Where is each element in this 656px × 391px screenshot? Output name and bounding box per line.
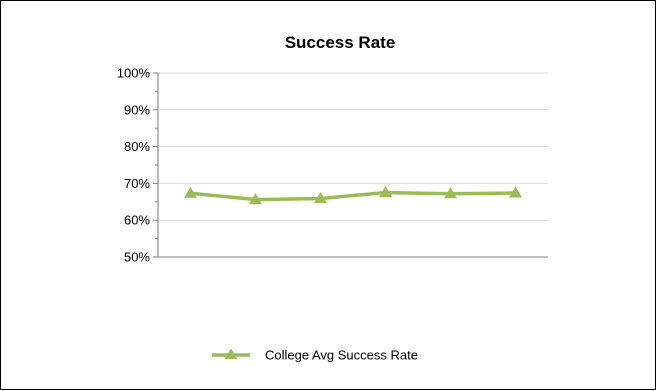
y-tick-label: 60% bbox=[124, 213, 150, 228]
series-layer bbox=[184, 186, 522, 205]
y-tick-label: 80% bbox=[124, 139, 150, 154]
y-tick-label: 100% bbox=[117, 66, 151, 81]
legend: College Avg Success Rate bbox=[212, 348, 418, 363]
data-point-marker bbox=[249, 193, 262, 205]
legend-triangle-marker bbox=[224, 348, 238, 359]
data-point-marker bbox=[314, 191, 327, 203]
axes bbox=[153, 72, 548, 258]
data-point-marker bbox=[509, 186, 522, 198]
data-point-marker bbox=[184, 186, 197, 198]
chart-title: Success Rate bbox=[285, 33, 396, 52]
y-tick-label: 90% bbox=[124, 102, 150, 117]
data-point-marker bbox=[379, 186, 392, 198]
y-tick-label: 70% bbox=[124, 176, 150, 191]
legend-label: College Avg Success Rate bbox=[265, 348, 418, 363]
y-tick-label: 50% bbox=[124, 250, 150, 265]
y-axis-ticks: 100% 90% 80% 70% 60% 50% bbox=[117, 66, 151, 265]
data-point-marker bbox=[444, 187, 457, 199]
series-line bbox=[188, 190, 518, 202]
gridlines bbox=[158, 72, 548, 221]
